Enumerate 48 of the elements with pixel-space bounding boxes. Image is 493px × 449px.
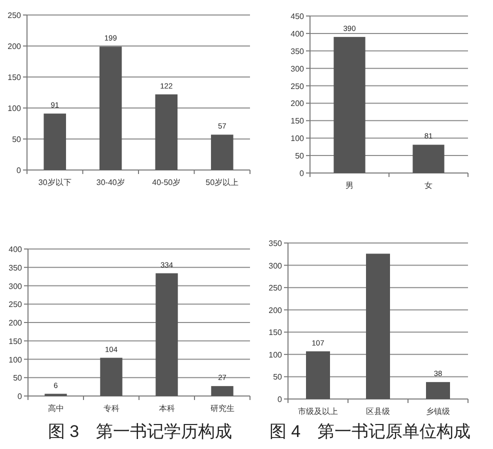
y-tick-label: 300 — [268, 261, 282, 270]
y-tick-label: 200 — [268, 306, 282, 315]
x-tick-label: 30岁以下 — [38, 178, 72, 187]
y-tick-label: 0 — [18, 392, 22, 401]
y-tick-label: 150 — [8, 336, 22, 346]
y-tick-label: 350 — [8, 263, 22, 272]
y-tick-label: 150 — [290, 116, 304, 126]
y-tick-label: 200 — [8, 42, 21, 51]
x-tick-label: 专科 — [103, 404, 120, 413]
x-tick-label: 男 — [346, 181, 354, 190]
title: 图 3 第一书记学历构成 — [48, 422, 232, 441]
x-tick-label: 高中 — [48, 404, 64, 413]
y-tick-label: 50 — [273, 372, 282, 382]
y-tick-label: 250 — [8, 11, 21, 20]
y-tick-label: 150 — [8, 73, 21, 82]
x-tick-label: 本科 — [158, 404, 175, 413]
x-tick-label: 30-40岁 — [96, 178, 125, 187]
y-tick-label: 250 — [290, 82, 304, 91]
y-tick-label: 100 — [290, 134, 304, 144]
y-tick-label: 400 — [290, 29, 304, 38]
y-tick-label: 350 — [290, 46, 304, 56]
y-tick-label: 350 — [268, 239, 282, 248]
y-tick-label: 300 — [290, 64, 304, 74]
x-tick-label: 乡镇级 — [426, 407, 450, 416]
x-tick-label: 区县级 — [366, 407, 390, 416]
y-tick-label: 450 — [290, 12, 304, 21]
y-tick-label: 50 — [13, 374, 22, 383]
y-tick-label: 300 — [8, 282, 22, 291]
y-tick-label: 200 — [8, 318, 22, 328]
x-tick-label: 研究生 — [210, 404, 234, 413]
y-tick-label: 250 — [268, 284, 282, 293]
y-tick-label: 50 — [295, 152, 304, 161]
y-tick-label: 0 — [16, 166, 21, 175]
y-tick-label: 100 — [268, 350, 282, 360]
y-tick-label: 250 — [8, 300, 22, 310]
y-tick-label: 100 — [8, 104, 21, 113]
x-tick-label: 50岁以上 — [206, 178, 239, 187]
y-tick-label: 200 — [290, 99, 304, 108]
y-tick-label: 0 — [300, 169, 304, 178]
y-tick-label: 50 — [12, 135, 21, 144]
y-tick-label: 100 — [8, 355, 22, 364]
x-tick-label: 女 — [424, 181, 432, 190]
title: 图 4 第一书记原单位构成 — [269, 422, 471, 441]
y-tick-label: 150 — [268, 328, 282, 338]
y-tick-label: 400 — [8, 245, 22, 254]
x-tick-label: 40-50岁 — [152, 178, 181, 187]
x-tick-label: 市级及以上 — [298, 407, 338, 416]
y-tick-label: 0 — [278, 395, 282, 404]
